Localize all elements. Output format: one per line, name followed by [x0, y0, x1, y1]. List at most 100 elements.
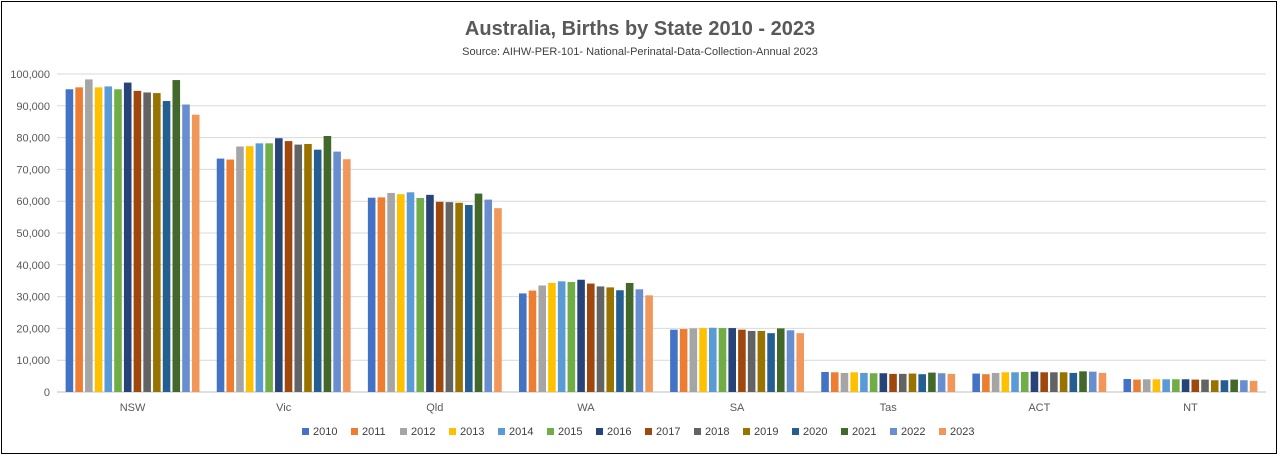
legend: 2010 2011 2012 2013 2014 2015 2016 2017 2018 2019… [302, 426, 974, 438]
y-axis: 0 10,000 20,000 30,000 40,000 50,000 60,000 70,… [10, 69, 50, 399]
x-tick-label: NSW [120, 402, 146, 414]
bar-qld-2015 [416, 198, 425, 392]
y-tick-label: 70,000 [16, 164, 50, 176]
chart-subtitle: Source: AIHW-PER-101- National-Perinatal… [462, 46, 818, 58]
bar-act-2020 [1069, 372, 1078, 392]
bar-tas-2021 [928, 372, 936, 392]
bar-tas-2016 [879, 373, 888, 392]
bar-tas-2023 [947, 373, 956, 392]
legend-swatch-2015 [547, 428, 554, 435]
bar-vic-2023 [343, 159, 351, 392]
bar-nt-2013 [1152, 379, 1161, 392]
y-tick-label: 10,000 [16, 355, 50, 367]
bar-nsw-2012 [85, 79, 93, 392]
legend-swatch-2020 [792, 428, 799, 435]
bar-nsw-2014 [104, 86, 113, 392]
bar-vic-2017 [284, 141, 293, 392]
bar-nt-2014 [1162, 379, 1170, 392]
bar-nsw-2010 [65, 89, 74, 392]
chart-title: Australia, Births by State 2010 - 2023 [464, 18, 816, 40]
bar-tas-2018 [898, 373, 907, 392]
bar-nt-2020 [1220, 380, 1229, 392]
bar-sa-2013 [699, 328, 707, 392]
bar-nt-2012 [1142, 379, 1151, 392]
bar-nt-2018 [1201, 379, 1209, 392]
legend-label-2011: 2011 [362, 426, 386, 438]
bar-tas-2014 [860, 372, 868, 392]
bar-vic-2015 [265, 143, 273, 392]
bar-sa-2010 [670, 329, 678, 392]
bar-sa-2022 [786, 330, 795, 392]
bar-nt-2010 [1123, 378, 1132, 392]
bar-wa-2013 [548, 282, 556, 392]
y-tick-label: 50,000 [16, 228, 50, 240]
bar-qld-2019 [455, 202, 463, 392]
legend-swatch-2016 [596, 428, 603, 435]
bar-nsw-2021 [172, 80, 181, 393]
bar-tas-2010 [821, 371, 829, 392]
bar-sa-2015 [718, 328, 727, 392]
legend-label-2012: 2012 [411, 426, 435, 438]
bar-act-2014 [1011, 372, 1019, 392]
bar-sa-2018 [747, 330, 756, 392]
bar-wa-2019 [606, 287, 615, 392]
bar-wa-2023 [645, 295, 653, 392]
bar-sa-2014 [708, 327, 717, 392]
bar-tas-2017 [889, 373, 897, 392]
legend-label-2019: 2019 [754, 426, 778, 438]
bar-nt-2016 [1181, 379, 1190, 392]
bar-wa-2014 [557, 281, 566, 392]
bar-sa-2017 [738, 329, 746, 392]
bar-act-2012 [991, 372, 1000, 392]
bar-tas-2020 [918, 374, 926, 392]
y-tick-label: 60,000 [16, 196, 50, 208]
bar-vic-2013 [245, 146, 254, 392]
legend-swatch-2023 [939, 428, 946, 435]
legend-label-2016: 2016 [607, 426, 631, 438]
bar-sa-2012 [689, 328, 698, 392]
legend-label-2018: 2018 [705, 426, 729, 438]
bar-qld-2021 [474, 193, 483, 392]
legend-swatch-2017 [645, 428, 652, 435]
legend-label-2020: 2020 [803, 426, 827, 438]
bar-act-2019 [1059, 372, 1068, 392]
legend-swatch-2012 [400, 428, 407, 435]
bar-act-2016 [1030, 371, 1039, 392]
legend-label-2021: 2021 [852, 426, 876, 438]
bar-act-2011 [982, 374, 990, 392]
legend-label-2015: 2015 [558, 426, 582, 438]
bar-vic-2012 [236, 146, 244, 392]
bar-nsw-2013 [94, 87, 103, 392]
legend-swatch-2018 [694, 428, 701, 435]
legend-swatch-2022 [890, 428, 897, 435]
bar-nt-2015 [1172, 379, 1180, 392]
bar-sa-2023 [796, 333, 805, 392]
bar-vic-2010 [216, 158, 225, 392]
x-axis: NSW Vic Qld WA SA Tas ACT NT [120, 402, 1198, 414]
x-tick-label: Qld [426, 402, 443, 414]
bar-vic-2014 [255, 143, 264, 392]
legend-swatch-2011 [351, 428, 358, 435]
bar-vic-2019 [304, 143, 312, 392]
bar-vic-2021 [323, 136, 332, 392]
bar-nt-2019 [1210, 380, 1219, 392]
bar-vic-2018 [294, 144, 303, 392]
bar-sa-2011 [679, 329, 688, 392]
bar-wa-2020 [616, 290, 624, 392]
y-tick-label: 0 [44, 387, 50, 399]
bar-tas-2012 [840, 372, 849, 392]
bar-sa-2020 [767, 333, 775, 392]
bar-act-2013 [1001, 372, 1010, 392]
bar-qld-2020 [465, 205, 473, 392]
legend-swatch-2021 [841, 428, 848, 435]
bar-tas-2015 [869, 373, 878, 392]
bar-qld-2010 [367, 197, 376, 392]
bar-tas-2013 [850, 372, 858, 392]
bar-wa-2010 [518, 293, 527, 392]
legend-swatch-2019 [743, 428, 750, 435]
bar-wa-2017 [587, 283, 595, 392]
legend-label-2022: 2022 [901, 426, 925, 438]
bar-act-2018 [1050, 372, 1058, 392]
legend-swatch-2014 [498, 428, 505, 435]
